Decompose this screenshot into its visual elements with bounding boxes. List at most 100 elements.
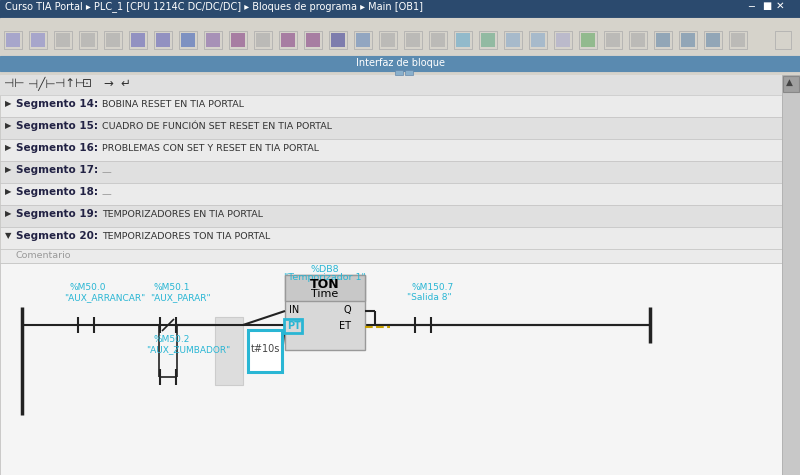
Bar [256, 33, 270, 47]
Text: ↵: ↵ [120, 77, 130, 90]
Bar [181, 33, 195, 47]
Bar [479, 31, 497, 49]
Bar [0, 28, 800, 56]
Text: ⊣↑⊢: ⊣↑⊢ [55, 77, 86, 90]
Bar [231, 33, 245, 47]
Text: Segmento 19:: Segmento 19: [16, 209, 98, 219]
Bar [179, 31, 197, 49]
Bar [395, 70, 403, 75]
Bar [405, 70, 413, 75]
Bar [4, 31, 22, 49]
Bar [254, 31, 272, 49]
Text: →: → [103, 77, 113, 90]
Text: BOBINA RESET EN TIA PORTAL: BOBINA RESET EN TIA PORTAL [102, 100, 244, 109]
Bar [629, 31, 647, 49]
Bar [329, 31, 347, 49]
Bar [0, 18, 800, 28]
Bar [406, 33, 420, 47]
Bar [506, 33, 520, 47]
Text: ▲: ▲ [786, 78, 793, 87]
Bar [654, 31, 672, 49]
Bar [681, 33, 695, 47]
Bar [0, 0, 800, 18]
Bar [106, 33, 120, 47]
Text: Comentario: Comentario [16, 251, 71, 260]
Text: "AUX_ZUMBADOR": "AUX_ZUMBADOR" [146, 345, 230, 354]
Bar [104, 31, 122, 49]
Bar [556, 33, 570, 47]
Bar [279, 31, 297, 49]
Bar [783, 76, 799, 92]
Text: Segmento 14:: Segmento 14: [16, 99, 98, 109]
Bar [56, 33, 70, 47]
Bar [229, 31, 247, 49]
Text: Interfaz de bloque: Interfaz de bloque [355, 57, 445, 67]
Text: ▶: ▶ [5, 99, 11, 108]
Bar [215, 317, 243, 385]
Bar [731, 33, 745, 47]
Text: t#10s: t#10s [251, 344, 280, 354]
Text: %M50.1: %M50.1 [154, 283, 190, 292]
Bar [285, 275, 365, 350]
Bar [704, 31, 722, 49]
Bar [379, 31, 397, 49]
Text: PT: PT [287, 321, 301, 331]
Text: TON: TON [310, 278, 340, 291]
Bar [248, 330, 282, 372]
Bar [81, 33, 95, 47]
Bar [284, 319, 302, 333]
Bar [0, 227, 782, 249]
Bar [529, 31, 547, 49]
Bar [306, 33, 320, 47]
Text: ▼: ▼ [5, 231, 11, 240]
Text: Segmento 20:: Segmento 20: [16, 231, 98, 241]
Text: Segmento 18:: Segmento 18: [16, 187, 98, 197]
Bar [0, 56, 800, 71]
Bar [285, 275, 365, 301]
Text: ⊣⊢: ⊣⊢ [4, 77, 25, 90]
Bar [54, 31, 72, 49]
Bar [131, 33, 145, 47]
Bar [156, 33, 170, 47]
Text: %DB8: %DB8 [310, 265, 339, 274]
Bar [729, 31, 747, 49]
Bar [0, 249, 782, 263]
Bar [456, 33, 470, 47]
Text: %M50.0: %M50.0 [70, 283, 106, 292]
Text: ⊣╱⊢: ⊣╱⊢ [28, 77, 56, 91]
Bar [0, 75, 782, 95]
Bar [29, 31, 47, 49]
Bar [706, 33, 720, 47]
Bar [356, 33, 370, 47]
Text: "Salida 8": "Salida 8" [407, 293, 452, 302]
Text: Q: Q [343, 305, 350, 315]
Bar [0, 117, 782, 139]
Bar [775, 31, 791, 49]
Bar [0, 161, 782, 183]
Bar [579, 31, 597, 49]
Text: Segmento 15:: Segmento 15: [16, 121, 98, 131]
Bar [0, 139, 782, 161]
Bar [304, 31, 322, 49]
Bar [354, 31, 372, 49]
Text: TEMPORIZADORES EN TIA PORTAL: TEMPORIZADORES EN TIA PORTAL [102, 210, 263, 219]
Text: Curso TIA Portal ▸ PLC_1 [CPU 1214C DC/DC/DC] ▸ Bloques de programa ▸ Main [OB1]: Curso TIA Portal ▸ PLC_1 [CPU 1214C DC/D… [5, 1, 423, 12]
Text: CUADRO DE FUNCIÓN SET RESET EN TIA PORTAL: CUADRO DE FUNCIÓN SET RESET EN TIA PORTA… [102, 122, 332, 131]
Text: ✕: ✕ [776, 1, 785, 11]
Text: IN: IN [289, 305, 299, 315]
Text: —: — [102, 189, 112, 199]
Text: Segmento 17:: Segmento 17: [16, 165, 98, 175]
Bar [581, 33, 595, 47]
Text: PROBLEMAS CON SET Y RESET EN TIA PORTAL: PROBLEMAS CON SET Y RESET EN TIA PORTAL [102, 144, 319, 153]
Bar [281, 33, 295, 47]
Bar [204, 31, 222, 49]
Bar [0, 183, 782, 205]
Bar [606, 33, 620, 47]
Text: "AUX_ARRANCAR": "AUX_ARRANCAR" [64, 293, 146, 302]
Text: ▶: ▶ [5, 209, 11, 218]
Bar [656, 33, 670, 47]
Bar [404, 31, 422, 49]
Text: ─: ─ [748, 2, 754, 12]
Bar [429, 31, 447, 49]
Text: TEMPORIZADORES TON TIA PORTAL: TEMPORIZADORES TON TIA PORTAL [102, 232, 270, 241]
